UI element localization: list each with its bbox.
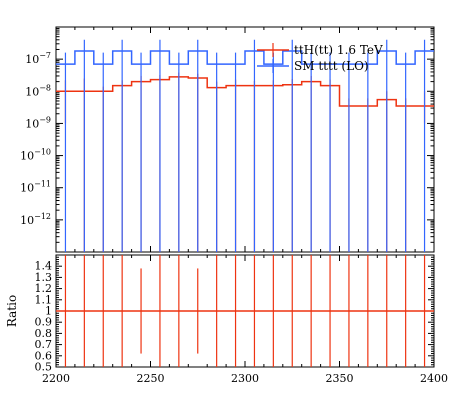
legend: ttH(tt) 1.6 TeV SM tttt (LO) — [257, 43, 383, 73]
ratio-y-tick-label: 0.7 — [35, 338, 53, 351]
ratio-y-tick-label: 1.3 — [35, 271, 53, 284]
main-y-tick-label: 10−12 — [20, 212, 51, 227]
main-plot-panel: 10−12 10−11 10−10 10−9 10−8 10−7 — [20, 26, 435, 253]
ratio-y-tick-label: 0.6 — [35, 349, 53, 362]
ratio-y-tick-label: 0.9 — [35, 316, 53, 329]
main-y-tick-label: 10−11 — [20, 180, 51, 195]
main-y-tick-label: 10−8 — [25, 83, 51, 98]
ratio-plot-panel: 0.50.60.70.80.911.11.21.31.4 2200 2250 2300… — [5, 254, 448, 385]
legend-label-sm-tttt: SM tttt (LO) — [294, 59, 369, 73]
ratio-x-tick-label: 2200 — [42, 372, 70, 385]
ratio-plot-data — [56, 255, 434, 367]
main-plot-data — [56, 39, 434, 252]
ratio-y-tick-label: 1 — [45, 305, 52, 318]
main-y-tick-label: 10−10 — [20, 148, 51, 163]
ratio-y-tick-label: 1.1 — [35, 293, 53, 306]
sm-tttt-histogram — [56, 50, 434, 65]
legend-label-tth: ttH(tt) 1.6 TeV — [294, 43, 383, 57]
main-y-tick-label: 10−9 — [25, 115, 51, 130]
ratio-x-tick-label: 2250 — [137, 372, 165, 385]
ratio-y-tick-label: 1.2 — [35, 282, 53, 295]
ratio-y-tick-label: 1.4 — [35, 260, 53, 273]
ratio-x-tick-label: 2350 — [326, 372, 354, 385]
ratio-y-axis-title: Ratio — [5, 295, 19, 327]
ratio-y-tick-label: 0.5 — [35, 361, 53, 374]
ratio-y-tick-label: 0.8 — [35, 327, 53, 340]
ratio-x-tick-label: 2400 — [420, 372, 448, 385]
ratio-x-tick-label: 2300 — [231, 372, 259, 385]
tth-histogram — [56, 76, 434, 107]
main-y-tick-label: 10−7 — [25, 51, 51, 66]
